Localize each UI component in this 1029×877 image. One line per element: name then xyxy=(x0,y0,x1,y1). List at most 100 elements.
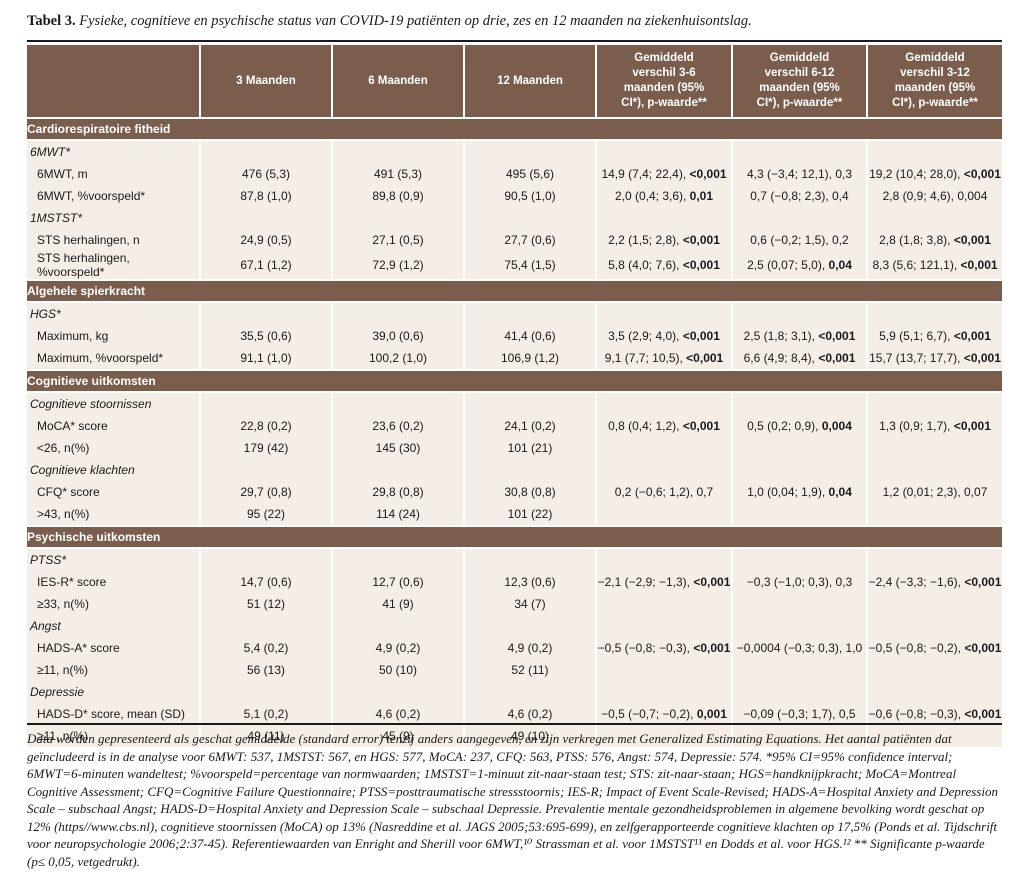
row-label: ≥33, n(%) xyxy=(27,593,200,615)
section-title: Cognitieve uitkomsten xyxy=(27,369,1002,393)
diff-6-12-cell xyxy=(731,503,867,526)
bottom-rule xyxy=(27,723,1002,725)
diff-3-6-p-value: <0,001 xyxy=(682,233,720,247)
subgroup-row: Depressie xyxy=(27,681,1002,703)
diff-3-12-cell: 8,3 (5,6; 121,1), <0,001 xyxy=(866,251,1002,280)
header-row: 3 Maanden 6 Maanden 12 Maanden Gemiddeld… xyxy=(27,45,1002,118)
diff-6-12-cell xyxy=(731,548,867,571)
diff-3-6-cell xyxy=(595,593,732,615)
diff-3-6-cell xyxy=(595,302,732,325)
row-label: MoCA* score xyxy=(27,415,200,437)
diff-3-12-cell xyxy=(866,302,1002,325)
diff-3-12-cell: 5,9 (5,1; 6,7), <0,001 xyxy=(866,325,1002,347)
subgroup-row: 6MWT* xyxy=(27,140,1002,163)
diff-3-12-p-value: <0,001 xyxy=(963,351,1001,365)
diff-3-6-p-value: <0,001 xyxy=(686,351,724,365)
section-title: Algehele spierkracht xyxy=(27,279,1002,303)
value-m12: 75,4 (1,5) xyxy=(463,251,596,280)
table-row: STS herhalingen, n 24,9 (0,5) 27,1 (0,5) 27… xyxy=(27,229,1002,251)
diff-3-6-cell xyxy=(595,681,732,703)
diff-6-12-p-value: 0,04 xyxy=(828,258,852,272)
diff-6-12-estimate: −0,0004 (−0,3; 0,3), 1,0 xyxy=(736,641,863,655)
value-m12 xyxy=(463,459,596,481)
value-m3: 56 (13) xyxy=(199,659,332,681)
diff-6-12-cell: 2,5 (1,8; 3,1), <0,001 xyxy=(731,325,867,347)
diff-3-12-cell xyxy=(866,593,1002,615)
value-m6 xyxy=(331,548,464,571)
header-3-months: 3 Maanden xyxy=(199,45,332,118)
value-m12: 90,5 (1,0) xyxy=(463,185,596,207)
diff-6-12-cell xyxy=(731,140,867,163)
table-row: >43, n(%) 95 (22) 114 (24) 101 (22) xyxy=(27,503,1002,526)
diff-3-12-cell xyxy=(866,503,1002,526)
value-m12: 27,7 (0,6) xyxy=(463,229,596,251)
diff-6-12-estimate: −0,3 (−1,0; 0,3), 0,3 xyxy=(746,575,853,589)
table-row: HADS-D* score, mean (SD) 5,1 (0,2) 4,6 (0,… xyxy=(27,703,1002,725)
table-row: CFQ* score 29,7 (0,8) 29,8 (0,8) 30,8 (0,8)… xyxy=(27,481,1002,503)
diff-6-12-cell: −0,3 (−1,0; 0,3), 0,3 xyxy=(731,571,867,593)
diff-3-6-p-value: <0,001 xyxy=(682,419,720,433)
diff-3-12-estimate: 19,2 (10,4; 28,0), xyxy=(869,167,961,181)
diff-3-12-p-value: <0,001 xyxy=(963,167,1001,181)
table-row: HADS-A* score 5,4 (0,2) 4,9 (0,2) 4,9 (0,2)… xyxy=(27,637,1002,659)
diff-3-12-cell: 1,3 (0,9; 1,7), <0,001 xyxy=(866,415,1002,437)
table-row: Maximum, kg 35,5 (0,6) 39,0 (0,6) 41,4 (0,6… xyxy=(27,325,1002,347)
table-row: ≥33, n(%) 51 (12) 41 (9) 34 (7) xyxy=(27,593,1002,615)
value-m6: 27,1 (0,5) xyxy=(331,229,464,251)
diff-3-12-cell: 1,2 (0,01; 2,3), 0,07 xyxy=(866,481,1002,503)
value-m6 xyxy=(331,140,464,163)
diff-3-6-estimate: 5,8 (4,0; 7,6), xyxy=(608,258,680,272)
diff-6-12-cell xyxy=(731,659,867,681)
diff-6-12-estimate: 2,5 (0,07; 5,0), xyxy=(747,258,826,272)
diff-6-12-p-value: 0,004 xyxy=(821,419,852,433)
diff-3-12-p-value: <0,001 xyxy=(953,329,991,343)
diff-3-12-p-value: <0,001 xyxy=(953,233,991,247)
diff-3-12-estimate: 8,3 (5,6; 121,1), xyxy=(872,258,958,272)
value-m6: 89,8 (0,9) xyxy=(331,185,464,207)
diff-3-6-estimate: 3,5 (2,9; 4,0), xyxy=(608,329,680,343)
value-m6: 72,9 (1,2) xyxy=(331,251,464,280)
diff-3-6-cell: −0,5 (−0,7; −0,2), 0,001 xyxy=(595,703,732,725)
value-m6 xyxy=(331,459,464,481)
row-label: <26, n(%) xyxy=(27,437,200,459)
subgroup-row: Cognitieve stoornissen xyxy=(27,392,1002,415)
table-row: Maximum, %voorspeld* 91,1 (1,0) 100,2 (1,0… xyxy=(27,347,1002,370)
diff-3-12-estimate: −2,4 (−3,3; −1,6), xyxy=(868,575,961,589)
value-m6 xyxy=(331,207,464,229)
diff-3-12-cell xyxy=(866,725,1002,747)
diff-3-12-cell: −0,5 (−0,8; −0,2), <0,001 xyxy=(866,637,1002,659)
diff-3-6-cell: 0,2 (−0,6; 1,2), 0,7 xyxy=(595,481,732,503)
value-m6: 4,9 (0,2) xyxy=(331,637,464,659)
table-row: 6MWT, %voorspeld* 87,8 (1,0) 89,8 (0,9) 90,… xyxy=(27,185,1002,207)
value-m3: 179 (42) xyxy=(199,437,332,459)
diff-3-6-cell xyxy=(595,548,732,571)
value-m12: 4,6 (0,2) xyxy=(463,703,596,725)
diff-3-12-cell xyxy=(866,548,1002,571)
diff-6-12-cell xyxy=(731,392,867,415)
subgroup-label: 6MWT* xyxy=(27,140,200,163)
row-label: IES-R* score xyxy=(27,571,200,593)
diff-3-12-cell xyxy=(866,615,1002,637)
diff-6-12-cell: 0,5 (0,2; 0,9), 0,004 xyxy=(731,415,867,437)
diff-3-6-estimate: 9,1 (7,7; 10,5), xyxy=(604,351,683,365)
diff-3-6-p-value: 0,01 xyxy=(689,189,714,203)
value-m6: 29,8 (0,8) xyxy=(331,481,464,503)
header-6-months: 6 Maanden xyxy=(331,45,464,118)
caption-label: Tabel 3. xyxy=(27,13,76,29)
diff-6-12-estimate: 1,0 (0,04; 1,9), xyxy=(747,485,826,499)
row-label: CFQ* score xyxy=(27,481,200,503)
row-label: Maximum, %voorspeld* xyxy=(27,347,200,370)
diff-3-6-estimate: 2,2 (1,5; 2,8), xyxy=(608,233,680,247)
value-m12 xyxy=(463,615,596,637)
value-m12: 41,4 (0,6) xyxy=(463,325,596,347)
results-table: 3 Maanden 6 Maanden 12 Maanden Gemiddeld… xyxy=(27,45,1002,747)
diff-3-12-estimate: 2,8 (1,8; 3,8), xyxy=(879,233,951,247)
header-diff-3-12: Gemiddeld verschil 3-12 maanden (95% CI*… xyxy=(866,45,1002,118)
subgroup-label: Depressie xyxy=(27,681,200,703)
diff-6-12-cell xyxy=(731,437,867,459)
diff-3-6-cell xyxy=(595,207,732,229)
diff-3-6-cell xyxy=(595,140,732,163)
value-m3: 91,1 (1,0) xyxy=(199,347,332,370)
value-m3 xyxy=(199,681,332,703)
subgroup-row: Angst xyxy=(27,615,1002,637)
